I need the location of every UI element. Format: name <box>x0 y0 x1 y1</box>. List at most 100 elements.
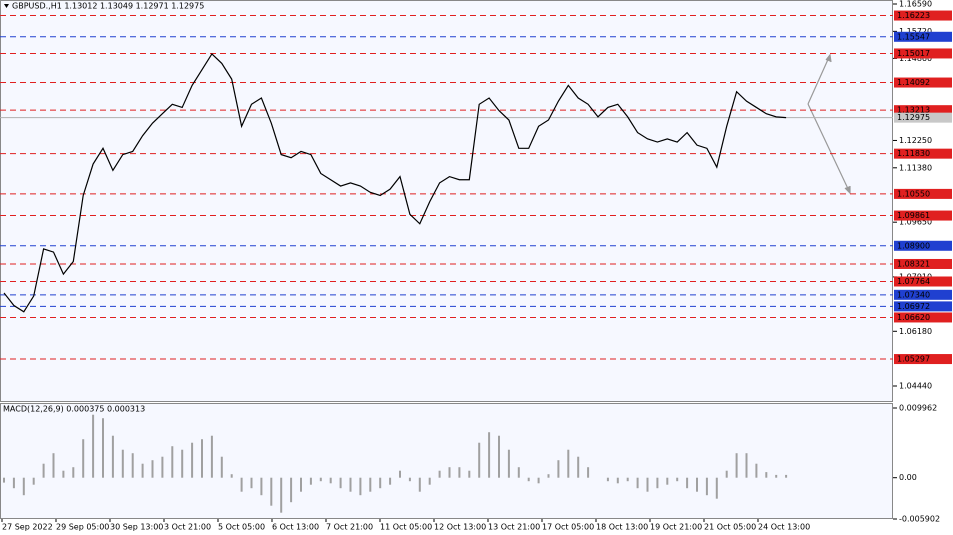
macd-bar <box>418 477 421 492</box>
macd-bar <box>745 453 748 478</box>
macd-bar <box>12 477 15 489</box>
macd-bar <box>42 463 45 478</box>
x-tick-label: 18 Oct 13:00 <box>596 523 648 532</box>
x-tick-label: 12 Oct 13:00 <box>434 523 486 532</box>
macd-bar <box>666 477 669 485</box>
level-label-bg <box>894 48 952 59</box>
macd-bar <box>210 435 213 478</box>
level-label: 1.15017 <box>897 49 930 58</box>
level-label-bg <box>894 105 952 116</box>
level-label-bg <box>894 289 952 300</box>
macd-bar <box>646 477 649 492</box>
macd-bar <box>626 477 629 482</box>
price-panel <box>0 0 893 402</box>
macd-bar <box>52 453 55 478</box>
macd-bar <box>517 467 520 478</box>
macd-bar <box>557 460 560 478</box>
level-label-bg <box>894 31 952 42</box>
level-label: 1.07340 <box>897 290 930 299</box>
macd-bar <box>379 477 382 489</box>
macd-bar <box>250 477 253 489</box>
macd-bar <box>696 477 698 492</box>
macd-bar <box>151 460 154 478</box>
macd-bar <box>498 435 500 478</box>
level-label-bg <box>894 240 952 251</box>
level-label-bg <box>894 312 952 323</box>
y-tick-label: 1.16590 <box>899 0 932 9</box>
macd-bar <box>32 477 35 485</box>
x-tick-label: 3 Oct 21:00 <box>164 523 211 532</box>
macd-bar <box>537 477 540 484</box>
y-tick-label: 1.15720 <box>899 27 932 36</box>
macd-bar <box>280 477 283 513</box>
macd-bar <box>201 439 203 478</box>
macd-bar <box>300 477 302 492</box>
macd-bar <box>468 470 471 478</box>
macd-bar <box>389 477 392 485</box>
macd-bar <box>22 477 25 496</box>
macd-bar <box>111 435 114 478</box>
macd-bar <box>567 449 570 478</box>
y-tick-label: 1.09650 <box>899 218 932 227</box>
macd-bar <box>765 472 768 478</box>
level-label: 1.10550 <box>897 189 930 198</box>
level-label-bg <box>894 10 952 21</box>
x-tick-label: 30 Sep 13:00 <box>110 523 163 532</box>
current-price-label: 1.12975 <box>897 113 930 122</box>
level-label: 1.16223 <box>897 11 930 20</box>
macd-bar <box>62 470 65 478</box>
macd-bar <box>725 470 728 478</box>
macd-bar <box>547 474 550 478</box>
projection-arrows <box>807 53 851 195</box>
macd-bar <box>656 477 659 489</box>
macd-bar <box>141 463 144 478</box>
macd-bar <box>359 477 362 496</box>
macd-bar <box>448 467 451 478</box>
macd-bar <box>775 474 778 478</box>
macd-bar <box>72 467 75 478</box>
level-label: 1.05297 <box>897 355 930 364</box>
price-line <box>3 53 787 313</box>
macd-bar <box>319 477 322 482</box>
macd-bar <box>339 477 342 489</box>
macd-bar <box>161 456 164 478</box>
level-label: 1.11830 <box>897 149 930 158</box>
symbol-header: GBPUSD.,H1 1.13012 1.13049 1.12971 1.129… <box>12 2 204 11</box>
macd-bar <box>428 477 431 485</box>
x-tick-label: 5 Oct 05:00 <box>218 523 265 532</box>
level-label: 1.14092 <box>897 78 930 87</box>
y-tick-label: -0.005902 <box>899 515 940 524</box>
macd-bar <box>606 477 609 482</box>
x-tick-label: 17 Oct 05:00 <box>542 523 594 532</box>
macd-bar <box>408 477 411 482</box>
macd-bar <box>527 477 530 482</box>
macd-bar <box>191 442 194 478</box>
y-tick-label: 1.11380 <box>899 163 932 172</box>
level-label-bg <box>894 210 952 221</box>
macd-bar <box>458 467 461 478</box>
level-label: 1.06972 <box>897 302 930 311</box>
level-label: 1.09861 <box>897 211 930 220</box>
collapse-icon[interactable] <box>4 4 9 8</box>
level-label: 1.13213 <box>897 106 930 115</box>
level-label-bg <box>894 188 952 199</box>
x-tick-label: 27 Sep 2022 <box>2 523 53 532</box>
macd-bar <box>349 477 352 492</box>
x-tick-label: 21 Oct 05:00 <box>704 523 756 532</box>
macd-bar <box>102 418 104 478</box>
level-label-bg <box>894 276 952 287</box>
macd-bar <box>171 446 174 478</box>
macd-bar <box>676 477 679 482</box>
macd-bar <box>181 449 184 478</box>
macd-header: MACD(12,26,9) 0.000375 0.000313 <box>3 405 145 414</box>
y-tick-label: 1.04440 <box>899 382 932 391</box>
x-tick-label: 7 Oct 21:00 <box>326 523 373 532</box>
level-label-bg <box>894 77 952 88</box>
x-tick-label: 11 Oct 05:00 <box>380 523 432 532</box>
macd-bar <box>705 477 708 496</box>
y-tick-label: 0.009962 <box>899 404 937 413</box>
macd-bar <box>577 456 580 478</box>
level-label: 1.08321 <box>897 259 930 268</box>
macd-bar <box>329 477 332 484</box>
level-label-bg <box>894 258 952 269</box>
